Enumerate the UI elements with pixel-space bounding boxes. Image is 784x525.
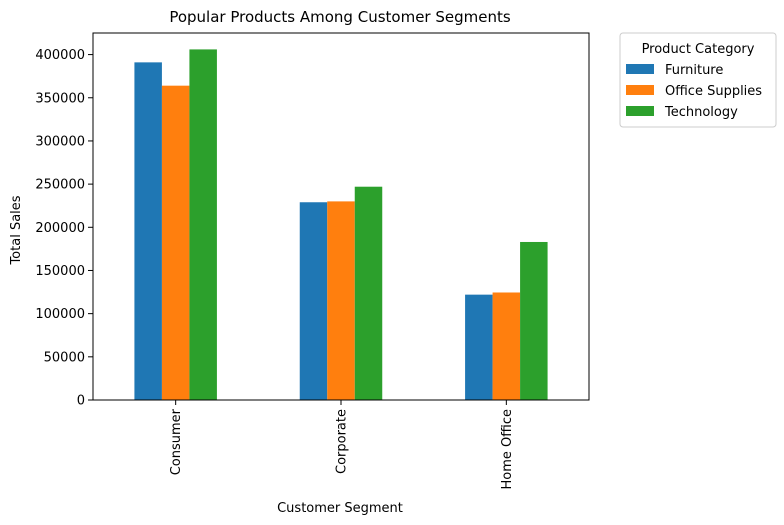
y-tick-label: 100000 [35, 307, 85, 322]
x-axis-title: Customer Segment [277, 501, 403, 516]
y-tick-label: 250000 [35, 178, 85, 193]
y-tick-label: 350000 [35, 91, 85, 106]
legend-swatch [626, 85, 654, 95]
y-tick-label: 300000 [35, 134, 85, 149]
y-tick-label: 50000 [44, 350, 85, 365]
legend-box [619, 32, 777, 128]
legend-entry: Furniture [665, 63, 723, 78]
legend-title: Product Category [642, 42, 755, 57]
x-axis: Consumer Corporate Home Office [169, 400, 515, 489]
bar-furniture-home-office [465, 294, 493, 400]
bar-furniture-consumer [134, 62, 162, 401]
legend-entry: Technology [664, 105, 738, 120]
y-axis: 0 50000 100000 150000 200000 250000 300000 3500… [35, 48, 93, 409]
y-axis-title: Total Sales [9, 195, 24, 265]
bar-technology-corporate [354, 186, 383, 400]
y-tick-label: 200000 [35, 221, 85, 236]
bar-technology-consumer [189, 49, 217, 401]
bar-office-supplies-home-office [492, 292, 521, 400]
bars-group [134, 49, 548, 401]
bar-furniture-corporate [299, 202, 328, 400]
legend-swatch [626, 106, 654, 116]
x-tick-label: Consumer [169, 408, 184, 475]
y-tick-label: 400000 [35, 48, 85, 63]
bar-office-supplies-consumer [161, 85, 190, 400]
bar-office-supplies-corporate [327, 201, 355, 400]
y-tick-label: 0 [77, 394, 85, 409]
bar-technology-home-office [520, 241, 548, 400]
legend-entry: Office Supplies [665, 84, 762, 99]
chart-title: Popular Products Among Customer Segments [169, 8, 511, 26]
y-tick-label: 150000 [35, 264, 85, 279]
x-tick-label: Home Office [500, 409, 515, 489]
x-tick-label: Corporate [335, 409, 350, 474]
legend-swatch [626, 64, 654, 74]
legend: Product Category Furniture Office Supplie… [619, 32, 777, 128]
